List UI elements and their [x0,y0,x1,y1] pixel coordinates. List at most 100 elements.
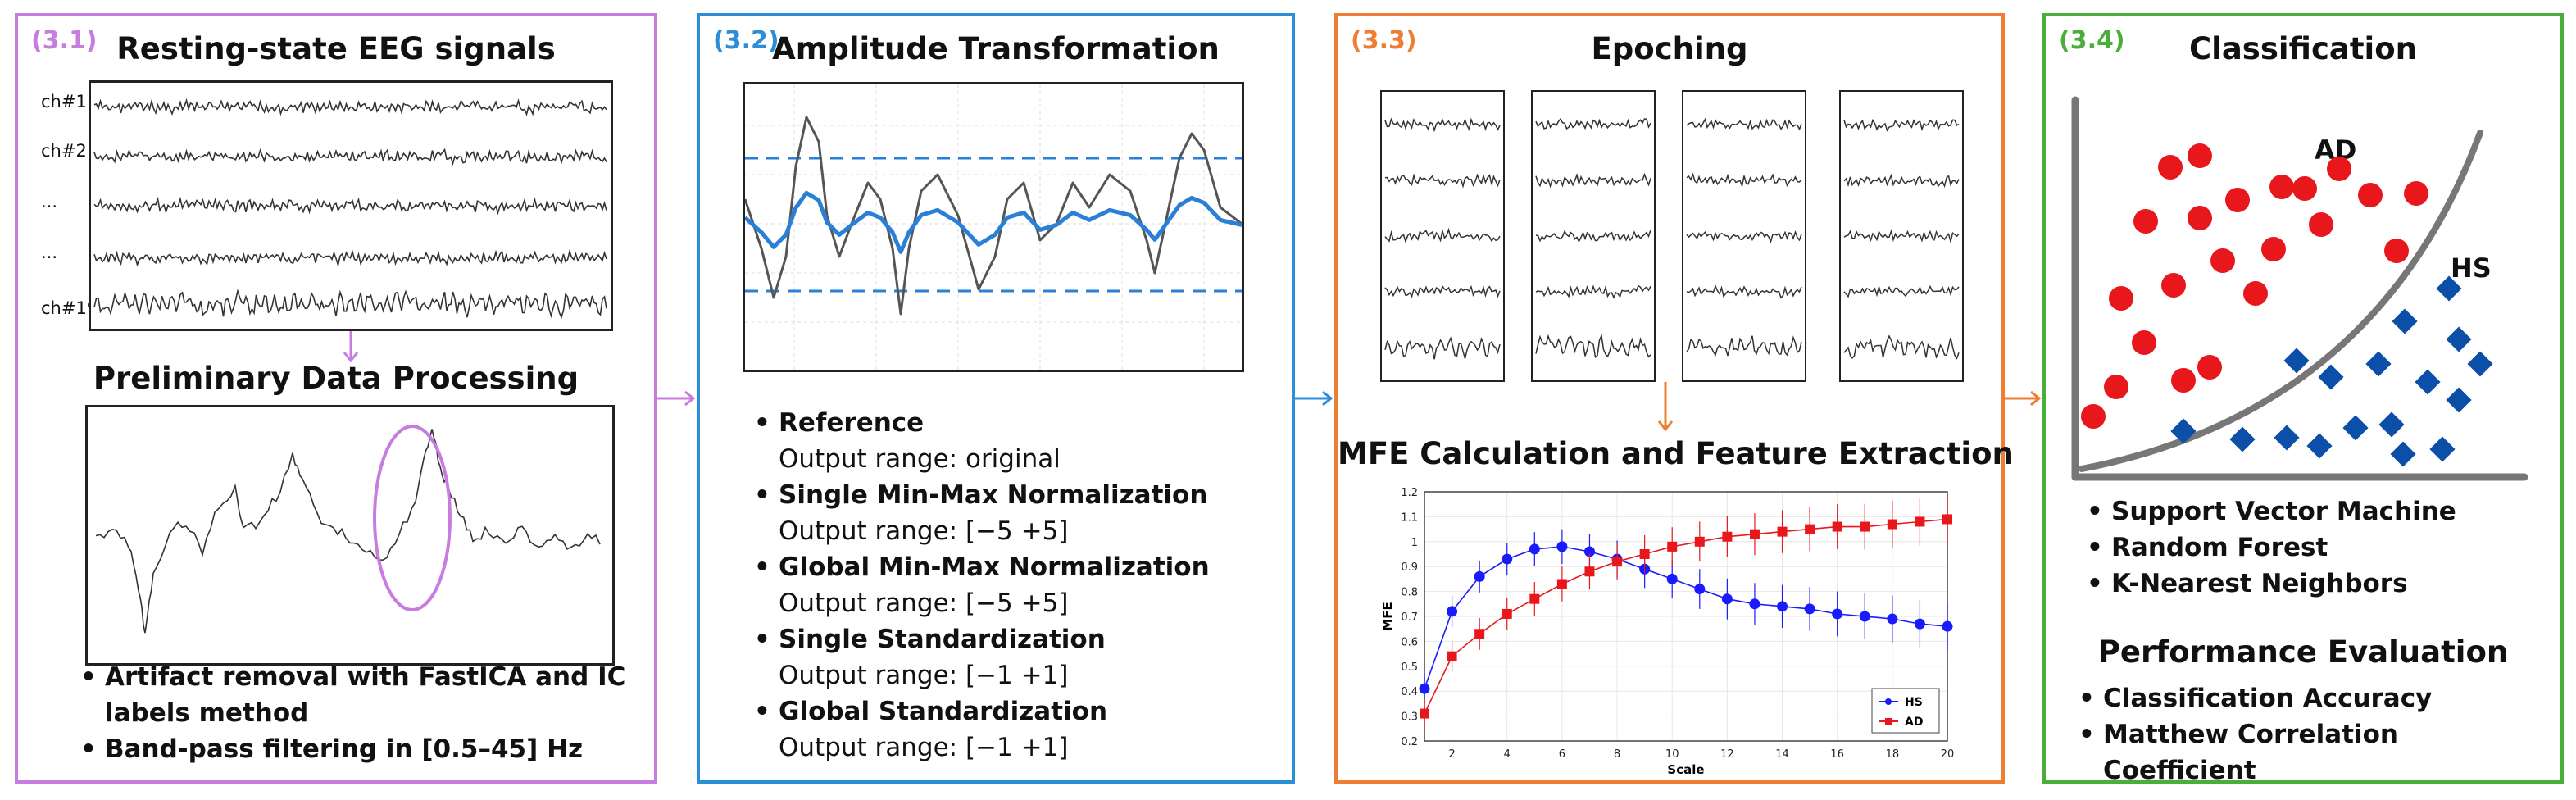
data-point [1474,629,1485,639]
classifier-list: Support Vector Machine Random Forest K-N… [2083,493,2542,602]
channel-label: ch#1 [41,92,87,111]
ad-sample-point [2243,281,2268,306]
eeg-channel-trace [93,148,607,166]
legend-label: AD [1905,716,1923,729]
ad-sample-point [2210,248,2235,273]
data-point [1777,526,1788,537]
x-tick-label: 4 [1504,748,1511,761]
eeg-traces [93,98,607,320]
hs-sample-point [2467,351,2493,377]
data-point [1447,606,1458,617]
data-point [1694,584,1706,595]
method-name: Global Standardization [751,693,1283,730]
data-point [1942,514,1952,525]
ad-sample-point [2261,237,2286,261]
epoch-channel-trace [1843,284,1960,298]
method-name: Reference [751,405,1283,441]
data-point [1583,546,1595,557]
data-point [1777,601,1788,612]
ad-sample-point [2269,175,2294,199]
y-tick-label: 0.7 [1401,611,1418,624]
x-tick-label: 6 [1559,748,1565,761]
y-tick-label: 1.1 [1401,511,1418,524]
right-arrow-icon [1295,390,1333,407]
processing-signal-box [85,405,615,666]
down-arrow-icon [343,331,359,363]
epoch-channel-trace [1686,335,1802,357]
legend-marker [1885,718,1892,725]
ad-sample-point [2161,273,2186,298]
data-point [1832,521,1842,532]
hs-sample-point [2436,275,2462,302]
section-title: Performance Evaluation [2097,634,2509,670]
data-point [1942,620,1953,632]
x-tick-label: 18 [1886,748,1900,761]
data-point [1749,598,1760,610]
data-point [1694,536,1705,547]
hs-sample-point [2429,436,2456,462]
decision-boundary [2079,130,2483,472]
panel-eeg-signals: (3.1) Resting-state EEG signals ch#1 ch#… [15,13,657,784]
epoch-box [1531,90,1656,382]
processing-bullets: Artifact removal with FastICA and IC lab… [77,659,643,767]
ad-sample-point [2188,143,2212,168]
processed-eeg-trace [95,429,601,634]
hs-sample-point [2390,441,2416,467]
ad-sample-point [2197,355,2222,380]
data-point [1722,531,1733,542]
ad-sample-point [2384,239,2409,263]
epoch-channel-trace [1686,230,1802,244]
y-tick-label: 1 [1411,537,1418,549]
data-point [1502,608,1512,619]
mfe-chart: 0.2 0.3 0.4 0.5 0.6 0.7 0.8 0.9 1 1.1 1.2 2 4 6 8 10 12 1… [1380,487,1954,775]
y-tick-label: 0.3 [1401,711,1418,724]
series-hs [1419,529,1953,704]
epoch-box [1682,90,1806,382]
hs-sample-point [2318,364,2344,390]
right-arrow-icon [657,390,696,407]
data-point [1805,524,1815,534]
panel-title: Resting-state EEG signals [116,31,556,66]
data-point [1419,683,1430,694]
list-item: Band-pass filtering in [0.5–45] Hz [77,731,643,767]
legend-label: HS [1905,696,1923,709]
hs-sample-point [2229,426,2256,452]
x-tick-label: 16 [1830,748,1844,761]
epoch-channel-trace [1535,172,1651,189]
data-point [1721,593,1733,605]
y-tick-label: 0.8 [1401,587,1418,599]
method-range: Output range: [−1 +1] [779,661,1069,690]
hs-sample-point [2274,425,2300,451]
hs-label: HS [2451,252,2492,284]
epoch-traces [1686,117,1802,357]
method-name: Global Min-Max Normalization [751,549,1283,585]
method-range: Output range: original [779,444,1061,474]
ad-sample-point [2358,183,2383,207]
epoch-box [1839,90,1964,382]
epoch-channel-trace [1535,284,1651,299]
epoch-channel-trace [1384,227,1501,244]
data-point [1887,613,1898,625]
y-tick-label: 0.9 [1401,561,1418,574]
classification-scatter: AD HS [2071,96,2528,481]
data-point [1859,611,1870,622]
ad-sample-point [2188,206,2212,230]
ad-sample-point [2171,368,2196,393]
list-item: Random Forest [2083,530,2542,566]
epoch-channel-trace [1843,229,1960,244]
data-point [1749,529,1760,539]
epoch-box [1380,90,1505,382]
channel-label: ... [41,192,58,211]
data-point [1529,543,1540,555]
epoch-traces [1843,118,1960,360]
eeg-channel-trace [93,289,607,320]
ad-sample-point [2225,188,2250,212]
data-point [1804,603,1815,615]
amplitude-plot [745,84,1242,370]
epoch-traces [1384,117,1501,360]
data-point [1556,579,1567,589]
epoch-channel-trace [1384,173,1501,189]
panel-epoching: (3.3) Epoching MFE Calculation and Featu… [1334,13,2014,784]
y-tick-label: 0.4 [1401,686,1418,698]
ad-sample-point [2158,155,2183,180]
